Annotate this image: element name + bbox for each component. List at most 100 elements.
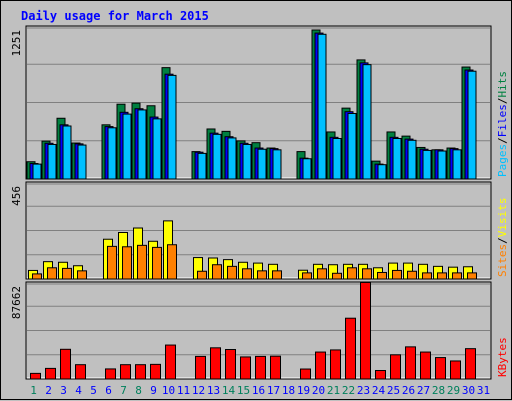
bar-sites-day-28 [437,272,447,280]
bar-sites-day-8 [137,244,147,280]
bar-pages-day-12 [197,152,207,180]
bar-sites-day-12 [197,270,207,280]
x-tick-label: 14 [222,384,236,397]
x-tick-label: 4 [75,384,82,397]
bar-pages-day-21 [332,138,342,180]
bar-kbytes-day-4 [75,364,86,380]
bar-kbytes-day-24 [375,370,386,380]
bar-sites-day-9 [152,246,162,280]
x-tick-label: 13 [207,384,220,397]
x-tick-label: 28 [432,384,445,397]
bar-sites-day-6 [107,245,117,280]
bar-pages-day-27 [422,149,432,180]
bar-sites-day-3 [62,267,72,280]
x-tick-label: 1 [30,384,37,397]
x-tick-label: 25 [387,384,400,397]
bar-kbytes-day-14 [225,349,236,380]
bar-sites-day-24 [377,271,387,280]
legend-entry: KBytes [496,337,509,377]
legend-entry: Files [496,104,509,137]
x-tick-label: 22 [342,384,355,397]
bar-kbytes-day-25 [390,354,401,380]
x-tick-label: 31 [477,384,490,397]
x-tick-label: 21 [327,384,340,397]
bar-pages-day-8 [137,109,147,180]
bar-sites-day-30 [467,272,477,280]
bar-pages-day-7 [122,113,132,180]
bar-pages-day-15 [242,143,252,180]
bar-sites-day-23 [362,268,372,280]
bar-sites-day-16 [257,270,267,280]
bar-sites-day-15 [242,268,252,280]
bar-kbytes-day-29 [450,360,461,380]
x-tick-label: 11 [177,384,190,397]
bar-kbytes-day-27 [420,351,431,380]
bar-pages-day-16 [257,148,267,180]
bar-kbytes-day-21 [330,349,341,380]
panel-kbytes: 87662 KBytes [10,281,509,380]
bar-sites-day-27 [422,272,432,280]
bar-pages-day-14 [227,137,237,180]
bar-sites-day-19 [302,272,312,280]
bar-sites-day-1 [32,273,42,280]
x-tick-label: 2 [45,384,52,397]
bar-pages-day-13 [212,133,222,180]
bar-kbytes-day-26 [405,346,416,380]
bar-kbytes-day-15 [240,356,251,380]
x-tick-label: 15 [237,384,250,397]
x-tick-label: 19 [297,384,310,397]
scale-label: 1251 [10,30,23,57]
bar-pages-day-29 [452,149,462,180]
x-tick-label: 9 [150,384,157,397]
x-tick-label: 29 [447,384,460,397]
bar-pages-day-20 [317,33,327,180]
bar-pages-day-28 [437,150,447,180]
scale-label: 87662 [10,286,23,319]
bar-kbytes-day-9 [150,363,161,380]
bar-kbytes-day-13 [210,347,221,380]
bar-kbytes-day-19 [300,368,311,380]
panel-sites-visits: 456 Sites/Visits [10,181,509,280]
bar-pages-day-22 [347,112,357,180]
bar-kbytes-day-22 [345,317,356,380]
bar-pages-day-30 [467,70,477,180]
chart-title: Daily usage for March 2015 [21,9,209,23]
x-tick-label: 8 [135,384,142,397]
bar-sites-day-4 [77,270,87,280]
bar-pages-day-23 [362,64,372,180]
legend-entry: Visits [496,198,509,238]
bar-kbytes-day-1 [30,372,41,380]
bar-pages-day-24 [377,164,387,180]
bar-kbytes-day-28 [435,357,446,380]
x-tick-label: 17 [267,384,280,397]
scale-label: 456 [10,186,23,206]
x-tick-label: 6 [105,384,112,397]
x-tick-label: 26 [402,384,415,397]
bar-kbytes-day-23 [360,281,371,380]
bar-pages-day-17 [272,149,282,180]
bar-pages-day-1 [32,163,42,180]
bar-kbytes-day-16 [255,355,266,380]
x-tick-label: 5 [90,384,97,397]
bar-sites-day-25 [392,269,402,280]
bar-pages-day-2 [47,143,57,180]
bar-pages-day-26 [407,139,417,180]
bar-pages-day-9 [152,118,162,180]
bar-kbytes-day-20 [315,351,326,380]
bar-kbytes-day-6 [105,368,116,380]
x-tick-label: 12 [192,384,205,397]
x-tick-label: 24 [372,384,386,397]
bar-kbytes-day-8 [135,364,146,380]
legend-entry: / [496,237,509,244]
bar-kbytes-day-2 [45,367,56,380]
bar-sites-day-21 [332,272,342,280]
legend-entry: / [496,137,509,144]
x-tick-label: 7 [120,384,127,397]
x-axis-labels: 1 2 3 4 5 6 7 8 9 10 11 12 13 14 15 16 17 18 19 20 21 22 23 24 2… [30,384,490,397]
bar-kbytes-day-7 [120,364,131,380]
bar-sites-day-13 [212,264,222,280]
bar-pages-day-25 [392,138,402,180]
